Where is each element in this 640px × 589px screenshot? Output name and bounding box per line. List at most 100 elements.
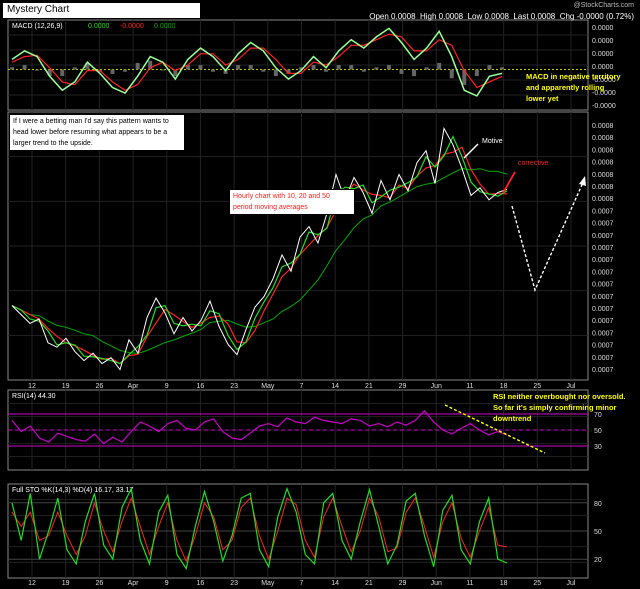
price-y-tick-label: 0.0008 <box>592 184 614 191</box>
rsi-trend-line <box>444 404 546 454</box>
sto-y-tick-label: 20 <box>594 557 602 564</box>
ma20-line <box>11 146 508 365</box>
price-y-tick-label: 0.0008 <box>592 172 614 179</box>
x-tick-label-price: 19 <box>62 383 70 390</box>
chg-label: Chg <box>559 12 575 21</box>
x-tick-label-sto: 19 <box>62 580 70 587</box>
x-tick-label-sto: Jul <box>567 580 576 587</box>
macd-histogram-bar <box>361 69 366 72</box>
macd-histogram-bar <box>85 62 90 70</box>
x-tick-label-sto: 14 <box>331 580 339 587</box>
x-tick-label-price: 26 <box>95 383 103 390</box>
corrective-arrow <box>502 171 516 194</box>
x-tick-label-price: 29 <box>399 383 407 390</box>
macd-y-tick-label: 0.0000 <box>592 51 614 58</box>
hourly-note: Hourly chart with 10, 20 and 50 period m… <box>229 189 355 215</box>
x-tick-label-price: Apr <box>128 383 140 390</box>
price-y-tick-label: 0.0007 <box>592 233 614 240</box>
motive-label: Motive <box>482 138 503 145</box>
macd-histogram-bar <box>273 69 278 77</box>
price-y-tick-label: 0.0007 <box>592 318 614 325</box>
macd-histogram-bar <box>349 65 354 70</box>
macd-histogram-bar <box>47 69 52 77</box>
macd-histogram-bar <box>286 69 291 74</box>
x-tick-label-sto: 11 <box>466 580 473 587</box>
macd-histogram-bar <box>449 69 454 79</box>
high-label: High <box>419 12 437 21</box>
open-label: Open <box>369 12 389 21</box>
x-tick-label-sto: May <box>261 580 275 587</box>
price-y-tick-label: 0.0007 <box>592 208 614 215</box>
x-tick-label-sto: 18 <box>500 580 508 587</box>
quote-bar: Open 0.0008 High 0.0008 Low 0.0008 Last … <box>369 12 634 21</box>
chart-title: Mystery Chart <box>7 4 70 15</box>
macd-histogram-bar <box>474 69 479 77</box>
x-tick-label-price: 18 <box>500 383 508 390</box>
price-y-tick-label: 0.0007 <box>592 367 614 374</box>
price-y-tick-label: 0.0007 <box>592 269 614 276</box>
macd-legend-value-3: 0.0000 <box>154 23 176 30</box>
rsi-legend: RSI(14) 44.30 <box>12 393 56 400</box>
macd-histogram-bar <box>10 67 14 70</box>
ma50-line <box>11 167 508 355</box>
x-tick-label-price: 11 <box>466 383 473 390</box>
x-tick-label-price: 21 <box>365 383 373 390</box>
x-tick-label-sto: 26 <box>95 580 103 587</box>
macd-histogram-bar <box>22 65 27 70</box>
macd-histogram-bar <box>60 69 65 77</box>
price-y-tick-label: 0.0008 <box>592 196 614 203</box>
x-tick-label-price: 14 <box>331 383 339 390</box>
macd-y-tick-label: 0.0000 <box>592 64 614 71</box>
betting-note: If I were a betting man I'd say this pat… <box>9 114 185 151</box>
x-tick-label-price: Jul <box>567 383 576 390</box>
chg-value: -0.0000 (0.72%) <box>576 12 634 21</box>
last-label: Last <box>513 12 529 21</box>
macd-y-tick-label: 0.0000 <box>592 25 614 32</box>
price-y-tick-label: 0.0007 <box>592 221 614 228</box>
low-value: 0.0008 <box>484 12 509 21</box>
macd-legend-value-1: 0.0000 <box>88 23 110 30</box>
macd-y-tick-label: 0.0000 <box>592 38 614 45</box>
macd-histogram-bar <box>211 69 216 72</box>
macd-y-tick-label: -0.0000 <box>592 90 616 97</box>
x-tick-label-price: 9 <box>165 383 169 390</box>
macd-histogram-bar <box>462 69 467 85</box>
macd-histogram-bar <box>198 65 203 70</box>
x-tick-label-price: May <box>261 383 275 390</box>
macd-legend-value-2: -0.0000 <box>120 23 144 30</box>
forecast-path <box>511 177 586 293</box>
x-tick-label-sto: 7 <box>300 580 304 587</box>
sto-k-line <box>11 486 508 571</box>
price-y-tick-label: 0.0007 <box>592 306 614 313</box>
macd-histogram-bar <box>311 65 316 70</box>
macd-histogram-bar <box>298 67 303 70</box>
rsi-y-tick-label: 50 <box>594 428 602 435</box>
price-y-tick-label: 0.0007 <box>592 294 614 301</box>
x-tick-label-sto: Apr <box>128 580 140 587</box>
open-value: 0.0008 <box>391 12 416 21</box>
x-tick-label-price: 23 <box>230 383 238 390</box>
macd-histogram-bar <box>437 62 442 70</box>
macd-histogram-bar <box>35 69 40 71</box>
macd-histogram-bar <box>261 69 266 72</box>
price-y-tick-label: 0.0007 <box>592 245 614 252</box>
price-y-tick-label: 0.0008 <box>592 135 614 142</box>
x-tick-label-sto: Jun <box>431 580 442 587</box>
x-tick-label-sto: 29 <box>399 580 407 587</box>
price-y-tick-label: 0.0007 <box>592 355 614 362</box>
macd-histogram-bar <box>185 65 190 70</box>
x-tick-label-price: 7 <box>300 383 304 390</box>
price-y-tick-label: 0.0008 <box>592 160 614 167</box>
x-tick-label-sto: 16 <box>197 580 205 587</box>
price-y-tick-label: 0.0008 <box>592 123 614 130</box>
rsi-y-tick-label: 30 <box>594 444 602 451</box>
macd-line <box>11 27 503 97</box>
corrective-label: corrective <box>518 160 548 167</box>
x-tick-label-sto: 21 <box>365 580 373 587</box>
x-tick-label-sto: 23 <box>230 580 238 587</box>
watermark: @StockCharts.com <box>573 2 634 9</box>
macd-signal-line <box>11 33 503 91</box>
price-line <box>11 126 508 371</box>
macd-histogram-bar <box>236 65 241 70</box>
